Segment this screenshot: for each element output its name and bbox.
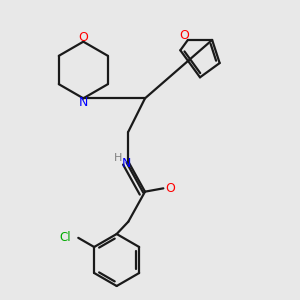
Text: O: O <box>78 31 88 44</box>
Text: N: N <box>79 96 88 109</box>
Text: H: H <box>113 153 122 163</box>
Text: O: O <box>166 182 176 195</box>
Text: Cl: Cl <box>59 231 71 244</box>
Text: O: O <box>179 29 189 42</box>
Text: N: N <box>122 157 131 170</box>
